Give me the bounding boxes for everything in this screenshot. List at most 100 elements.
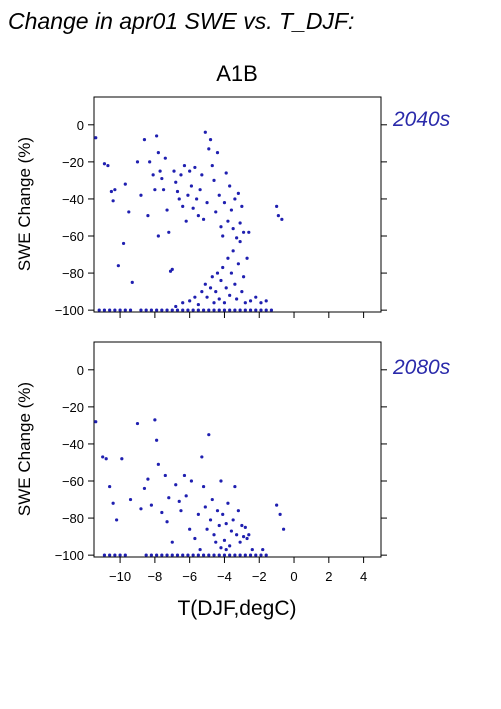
data-point bbox=[191, 206, 195, 210]
data-point bbox=[241, 535, 246, 539]
y-tick-label: −60 bbox=[62, 474, 84, 489]
data-point bbox=[123, 308, 127, 312]
data-point bbox=[188, 527, 192, 531]
data-point bbox=[175, 189, 180, 194]
data-point bbox=[259, 553, 263, 557]
data-point bbox=[214, 540, 218, 544]
data-point bbox=[243, 301, 247, 305]
data-point bbox=[165, 308, 169, 312]
data-point bbox=[198, 547, 202, 552]
data-point bbox=[241, 275, 246, 279]
data-point bbox=[231, 226, 235, 231]
y-tick-label: −80 bbox=[62, 511, 84, 526]
data-point bbox=[118, 553, 122, 557]
data-point bbox=[264, 299, 268, 303]
data-point bbox=[240, 523, 244, 528]
data-point bbox=[108, 308, 112, 312]
y-tick-label: −60 bbox=[62, 229, 84, 244]
data-point bbox=[203, 505, 207, 509]
data-point bbox=[156, 151, 160, 155]
data-point bbox=[113, 553, 117, 557]
data-point bbox=[128, 308, 133, 312]
figure-title: Change in apr01 SWE vs. T_DJF: bbox=[8, 8, 354, 34]
data-point bbox=[148, 160, 152, 164]
data-point bbox=[259, 301, 263, 305]
data-point bbox=[121, 241, 126, 246]
data-point bbox=[212, 178, 216, 183]
data-point bbox=[233, 484, 237, 489]
data-point bbox=[264, 553, 268, 557]
data-point bbox=[184, 219, 188, 223]
data-point bbox=[236, 191, 240, 195]
data-point bbox=[146, 477, 150, 481]
data-point bbox=[235, 297, 239, 301]
data-point bbox=[212, 301, 216, 305]
data-point bbox=[160, 510, 164, 515]
data-point bbox=[203, 282, 207, 286]
data-point bbox=[205, 201, 209, 205]
data-point bbox=[181, 301, 185, 305]
data-point bbox=[189, 184, 194, 188]
y-tick-label: −100 bbox=[55, 303, 84, 318]
data-point bbox=[146, 214, 150, 218]
data-point bbox=[269, 308, 274, 312]
data-point bbox=[254, 295, 258, 299]
data-point bbox=[167, 230, 171, 234]
scenario-label: A1B bbox=[216, 61, 258, 86]
data-point bbox=[208, 286, 213, 290]
plot-frame bbox=[93, 341, 382, 558]
data-point bbox=[167, 496, 171, 500]
data-point bbox=[261, 547, 265, 552]
data-point bbox=[142, 138, 147, 142]
data-point bbox=[177, 499, 181, 503]
data-point bbox=[170, 540, 174, 544]
x-tick-label: −8 bbox=[147, 569, 162, 584]
data-point bbox=[215, 271, 220, 275]
data-point bbox=[222, 553, 227, 557]
data-point bbox=[201, 484, 206, 489]
y-tick-label: −100 bbox=[55, 548, 84, 563]
data-point bbox=[207, 433, 211, 437]
data-point bbox=[149, 308, 153, 312]
data-point bbox=[165, 553, 169, 557]
data-point bbox=[233, 553, 237, 557]
data-point bbox=[193, 295, 197, 299]
data-point bbox=[224, 522, 228, 526]
data-point bbox=[217, 553, 221, 557]
data-point bbox=[196, 214, 200, 218]
data-point bbox=[196, 308, 200, 312]
data-point bbox=[144, 308, 148, 312]
x-tick-label: −2 bbox=[252, 569, 267, 584]
data-point bbox=[174, 180, 178, 184]
data-point bbox=[238, 553, 242, 557]
data-point bbox=[175, 553, 180, 557]
data-point bbox=[214, 210, 218, 214]
data-point bbox=[243, 553, 247, 557]
data-point bbox=[182, 473, 187, 478]
data-point bbox=[193, 165, 197, 170]
data-point bbox=[170, 267, 174, 271]
data-point bbox=[160, 308, 164, 312]
data-point bbox=[219, 546, 223, 550]
data-point bbox=[233, 308, 237, 312]
data-point bbox=[135, 160, 140, 164]
tick-group: −100−80−60−40−200−10 −8 −6 −4 −2 0 2 4 bbox=[55, 363, 387, 584]
data-point bbox=[149, 553, 153, 557]
data-point bbox=[248, 308, 253, 312]
y-tick-label: −20 bbox=[62, 400, 84, 415]
data-point bbox=[94, 420, 98, 424]
data-point bbox=[231, 249, 235, 253]
data-point bbox=[207, 553, 211, 557]
data-point bbox=[111, 501, 115, 505]
data-point bbox=[276, 214, 280, 218]
data-point bbox=[229, 529, 234, 533]
data-point bbox=[115, 518, 119, 522]
data-point bbox=[177, 197, 181, 201]
data-point bbox=[139, 308, 143, 312]
data-point bbox=[109, 189, 113, 194]
data-point bbox=[212, 533, 216, 537]
data-point bbox=[163, 156, 167, 160]
y-axis-label: SWE Change (%) bbox=[15, 382, 34, 516]
period-label: 2040s bbox=[392, 108, 451, 131]
